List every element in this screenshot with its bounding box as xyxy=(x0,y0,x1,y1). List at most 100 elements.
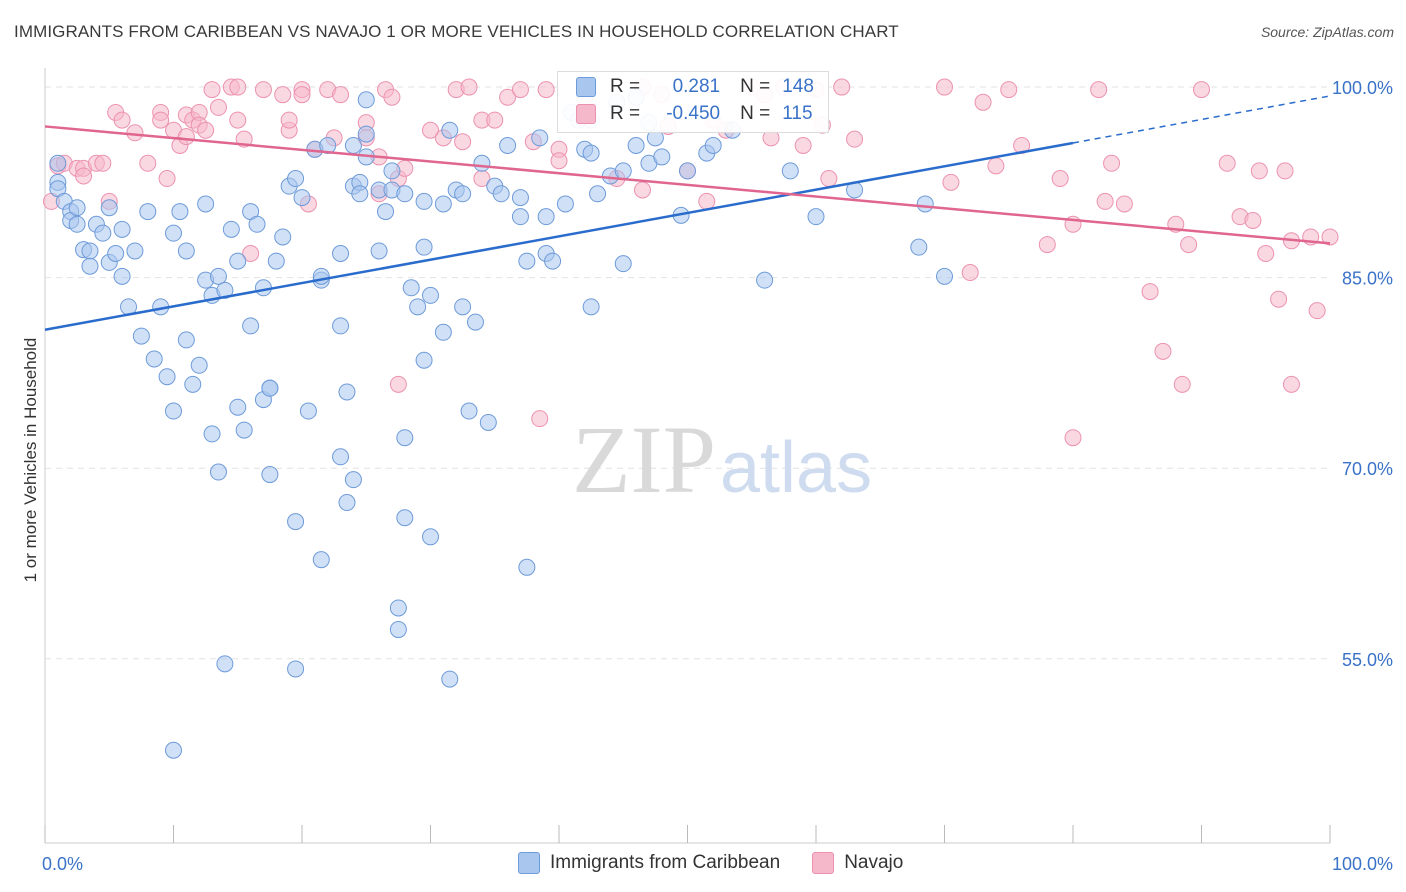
caribbean-point xyxy=(332,448,350,466)
caribbean-point xyxy=(454,185,472,203)
caribbean-point xyxy=(229,398,247,416)
n-label: N = xyxy=(740,103,771,124)
navajo-point xyxy=(1180,236,1198,254)
caribbean-point xyxy=(126,242,144,260)
caribbean-point xyxy=(441,121,459,139)
caribbean-point xyxy=(511,189,529,207)
caribbean-point xyxy=(229,252,247,270)
caribbean-point xyxy=(216,655,234,673)
caribbean-point xyxy=(49,154,67,172)
navajo-point xyxy=(1096,192,1114,210)
r-value: 0.281 xyxy=(672,76,721,97)
caribbean-point xyxy=(653,148,671,166)
navajo-point xyxy=(197,121,215,139)
r-value: -0.450 xyxy=(666,103,721,124)
stats-row-caribbean: R = 0.281 N = 148 xyxy=(558,74,814,100)
navajo-point xyxy=(794,137,812,154)
caribbean-point xyxy=(415,238,433,256)
navajo-point xyxy=(1103,154,1121,172)
caribbean-point xyxy=(531,129,549,147)
navajo-point xyxy=(1308,302,1326,320)
navajo-point xyxy=(1250,162,1268,180)
caribbean-point xyxy=(582,298,600,316)
caribbean-point xyxy=(679,162,696,180)
caribbean-point xyxy=(781,162,799,180)
caribbean-point xyxy=(473,154,491,172)
navajo-point xyxy=(1154,342,1172,360)
legend-item-navajo[interactable]: Navajo xyxy=(812,852,903,874)
caribbean-point xyxy=(357,91,375,109)
legend-label: Immigrants from Caribbean xyxy=(550,852,781,873)
navajo-point xyxy=(974,93,992,111)
n-label: N = xyxy=(740,76,771,97)
navajo-point xyxy=(75,167,93,185)
r-label: R = xyxy=(610,76,641,97)
caribbean-point xyxy=(177,242,195,260)
navajo-point xyxy=(550,152,568,170)
navajo-point xyxy=(1257,244,1275,262)
caribbean-point xyxy=(492,185,510,203)
caribbean-point xyxy=(267,252,285,270)
source-label: Source: ZipAtlas.com xyxy=(1260,24,1394,40)
navajo-point xyxy=(698,192,716,210)
navajo-point xyxy=(280,111,298,129)
caribbean-point xyxy=(344,471,362,489)
navajo-point xyxy=(846,130,864,148)
caribbean-point xyxy=(235,421,253,439)
caribbean-point xyxy=(396,185,414,203)
navajo-point xyxy=(1282,375,1300,393)
caribbean-point xyxy=(518,252,536,270)
chart-legend: Immigrants from Caribbean Navajo xyxy=(518,852,925,874)
caribbean-point xyxy=(332,244,350,262)
caribbean-point xyxy=(396,429,414,447)
navajo-point xyxy=(1115,195,1133,213)
caribbean-point xyxy=(466,313,484,331)
navajo-point xyxy=(499,88,517,106)
caribbean-point xyxy=(100,199,118,217)
navajo-point xyxy=(820,170,838,188)
caribbean-point xyxy=(139,203,157,221)
caribbean-point xyxy=(216,281,234,299)
caribbean-point xyxy=(287,513,305,531)
caribbean-point xyxy=(479,413,497,431)
caribbean-point xyxy=(287,170,305,188)
caribbean-point xyxy=(165,402,182,420)
navajo-swatch xyxy=(576,104,596,124)
x-tick-label: 100.0% xyxy=(1332,854,1393,874)
watermark-zip: ZIP xyxy=(572,406,716,513)
legend-item-caribbean[interactable]: Immigrants from Caribbean xyxy=(518,852,780,874)
caribbean-point xyxy=(936,267,953,285)
caribbean-point xyxy=(807,208,825,226)
legend-label: Navajo xyxy=(844,852,904,873)
navajo-point xyxy=(113,111,131,129)
caribbean-point xyxy=(344,137,362,154)
caribbean-point xyxy=(518,558,536,576)
caribbean-point xyxy=(704,137,722,154)
caribbean-point xyxy=(409,298,427,316)
x-tick-label: 0.0% xyxy=(42,854,83,874)
caribbean-point xyxy=(582,144,600,162)
caribbean-point xyxy=(209,267,227,285)
navajo-point xyxy=(1173,375,1191,393)
caribbean-point xyxy=(422,528,439,546)
trend-lines xyxy=(44,95,1331,331)
caribbean-point xyxy=(113,267,131,285)
caribbean-point xyxy=(319,137,337,154)
navajo-point xyxy=(293,86,311,104)
caribbean-point xyxy=(338,383,356,401)
navajo-point xyxy=(936,78,953,96)
navajo-point xyxy=(177,128,195,146)
caribbean-point xyxy=(556,195,574,213)
navajo-point xyxy=(537,81,555,99)
navajo-point xyxy=(332,86,350,104)
navajo-point xyxy=(1276,162,1294,180)
navajo-point xyxy=(1270,290,1288,308)
caribbean-swatch xyxy=(518,852,540,874)
caribbean-point xyxy=(132,327,150,345)
navajo-point xyxy=(942,173,960,191)
y-tick-label: 70.0% xyxy=(1342,459,1393,479)
caribbean-point xyxy=(454,298,472,316)
caribbean-point xyxy=(312,267,330,285)
caribbean-point xyxy=(81,257,99,275)
